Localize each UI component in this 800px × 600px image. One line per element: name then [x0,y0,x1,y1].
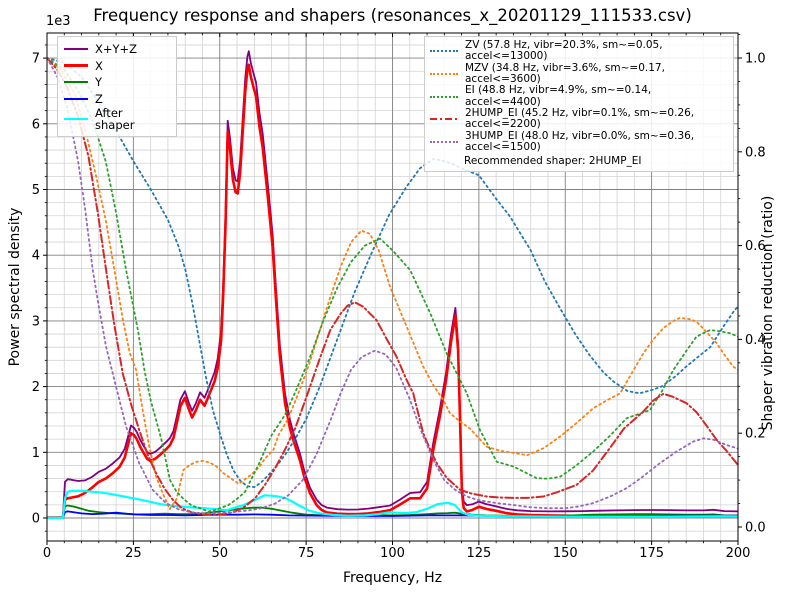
svg-text:1: 1 [32,446,40,461]
svg-text:4: 4 [32,249,40,264]
line-sample-3hump-ei [430,140,458,143]
chart-title: Frequency response and shapers (resonanc… [93,6,692,25]
svg-text:50: 50 [211,546,228,561]
svg-text:7: 7 [32,52,40,67]
legend-label: X [95,58,103,73]
legend-label: X+Y+Z [95,42,138,57]
svg-text:0.2: 0.2 [745,427,766,442]
legend-label: After shaper [95,106,135,133]
line-sample-x [64,64,88,68]
line-sample-2hump-ei [430,118,458,121]
legend-item: 3HUMP_EI (48.0 Hz, vibr=0.0%, sm~=0.36, … [430,129,728,154]
svg-text:0: 0 [32,512,40,527]
recommended-shaper-note: Recommended shaper: 2HUMP_EI [464,154,642,167]
svg-text:1.0: 1.0 [745,52,766,67]
svg-text:25: 25 [125,546,142,561]
svg-text:0.8: 0.8 [745,145,766,160]
x-axis-label: Frequency, Hz [342,570,443,586]
legend-item: X+Y+Z [64,41,170,58]
legend-item: After shaper [64,107,170,132]
line-sample-z [64,97,88,100]
svg-text:0: 0 [43,546,51,561]
line-sample-zv [430,50,458,53]
svg-text:125: 125 [466,546,491,561]
svg-text:6: 6 [32,117,40,132]
line-sample-xyz [64,48,88,51]
svg-text:200: 200 [726,546,751,561]
svg-text:5: 5 [32,183,40,198]
svg-text:0.0: 0.0 [745,521,766,536]
svg-text:2: 2 [32,380,40,395]
svg-text:100: 100 [380,546,405,561]
line-sample-after-shaper [64,118,88,121]
legend-item: 2HUMP_EI (45.2 Hz, vibr=0.1%, sm~=0.26, … [430,106,728,131]
legend-label: Y [95,75,103,90]
svg-text:3: 3 [32,314,40,329]
legend-item: ZV (57.8 Hz, vibr=20.3%, sm~=0.05, accel… [430,39,728,63]
legend-shapers: ZV (57.8 Hz, vibr=20.3%, sm~=0.05, accel… [424,36,734,173]
legend-item: Y [64,74,170,91]
line-sample-y [64,81,88,84]
legend-label: 2HUMP_EI (45.2 Hz, vibr=0.1%, sm~=0.26, … [465,106,695,131]
svg-text:0.6: 0.6 [745,239,766,254]
line-sample-ei [430,95,458,98]
legend-item: X [64,58,170,75]
y-axis-right-label: Shaper vibration reduction (ratio) [760,195,776,431]
legend-item: Z [64,91,170,108]
y-axis-left-label: Power spectral density [7,207,23,367]
legend-item: EI (48.8 Hz, vibr=4.9%, sm~=0.14, accel<… [430,85,728,108]
legend-label: MZV (34.8 Hz, vibr=3.6%, sm~=0.17, accel… [465,61,665,85]
svg-text:150: 150 [553,546,578,561]
svg-text:75: 75 [298,546,315,561]
line-sample-mzv [430,72,458,75]
svg-text:175: 175 [639,546,664,561]
y-axis-offset-text: 1e3 [46,14,71,29]
legend-label: EI (48.8 Hz, vibr=4.9%, sm~=0.14, accel<… [465,84,652,108]
legend-item: MZV (34.8 Hz, vibr=3.6%, sm~=0.17, accel… [430,61,728,86]
legend-label: ZV (57.8 Hz, vibr=20.3%, sm~=0.05, accel… [465,39,663,63]
legend-psd: X+Y+Z X Y Z After shaper [57,36,177,137]
svg-text:0.4: 0.4 [745,333,766,348]
legend-label: 3HUMP_EI (48.0 Hz, vibr=0.0%, sm~=0.36, … [465,129,695,153]
legend-label: Z [95,91,103,106]
